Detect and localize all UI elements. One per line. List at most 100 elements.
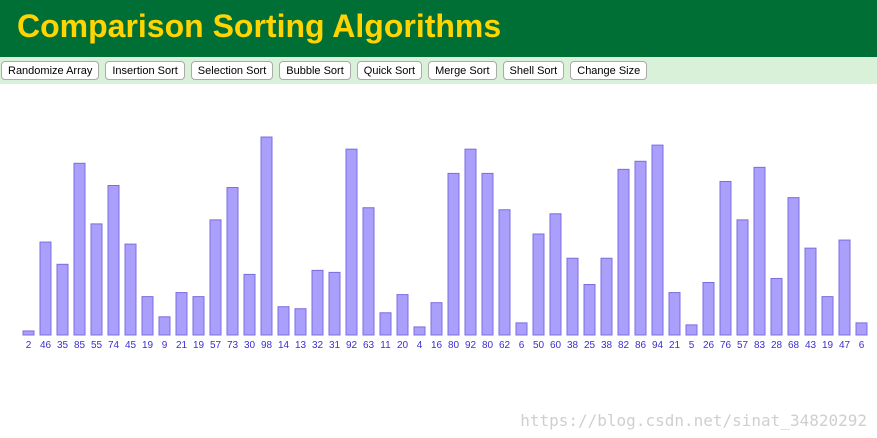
bar-label: 6 bbox=[519, 340, 525, 351]
bar-label: 2 bbox=[26, 340, 32, 351]
bar-label: 55 bbox=[91, 340, 103, 351]
bar-label: 14 bbox=[278, 340, 290, 351]
bar-label: 92 bbox=[465, 340, 477, 351]
array-bar bbox=[124, 243, 137, 336]
array-bar bbox=[73, 162, 86, 336]
bar-label: 86 bbox=[635, 340, 647, 351]
array-bar bbox=[753, 166, 766, 336]
bar-label: 30 bbox=[244, 340, 256, 351]
bar-label: 26 bbox=[703, 340, 715, 351]
array-bar bbox=[804, 247, 817, 336]
array-bar bbox=[855, 322, 868, 336]
bar-label: 76 bbox=[720, 340, 732, 351]
bar-label: 19 bbox=[822, 340, 834, 351]
array-bar bbox=[481, 172, 494, 336]
bar-label: 46 bbox=[40, 340, 52, 351]
bar-label: 94 bbox=[652, 340, 664, 351]
bar-label: 19 bbox=[142, 340, 154, 351]
bar-label: 9 bbox=[162, 340, 168, 351]
array-bar bbox=[192, 296, 205, 336]
button[interactable]: Selection Sort bbox=[190, 61, 274, 80]
bar-label: 45 bbox=[125, 340, 137, 351]
bar-label: 68 bbox=[788, 340, 800, 351]
array-bar bbox=[294, 308, 307, 336]
array-bar bbox=[447, 172, 460, 336]
button[interactable]: Shell Sort bbox=[502, 61, 565, 80]
bar-label: 21 bbox=[669, 340, 681, 351]
array-bar bbox=[583, 284, 596, 336]
array-bar bbox=[175, 292, 188, 336]
bar-label: 98 bbox=[261, 340, 273, 351]
array-bar bbox=[90, 223, 103, 336]
bar-label: 21 bbox=[176, 340, 188, 351]
button[interactable]: Merge Sort bbox=[428, 61, 497, 80]
bar-label: 57 bbox=[737, 340, 749, 351]
button[interactable]: Quick Sort bbox=[356, 61, 423, 80]
array-bar bbox=[634, 160, 647, 336]
bar-label: 62 bbox=[499, 340, 511, 351]
array-bar bbox=[498, 209, 511, 336]
button[interactable]: Randomize Array bbox=[1, 61, 100, 80]
array-bar bbox=[39, 241, 52, 336]
bar-label: 73 bbox=[227, 340, 239, 351]
array-bar bbox=[379, 312, 392, 336]
bar-label: 50 bbox=[533, 340, 545, 351]
array-bar bbox=[277, 306, 290, 336]
bar-label: 38 bbox=[601, 340, 613, 351]
array-bar bbox=[549, 213, 562, 336]
array-bar bbox=[736, 219, 749, 336]
array-bar bbox=[362, 207, 375, 336]
bar-label: 38 bbox=[567, 340, 579, 351]
bar-label: 82 bbox=[618, 340, 630, 351]
bar-label: 43 bbox=[805, 340, 817, 351]
array-bar bbox=[345, 148, 358, 336]
array-bar bbox=[226, 187, 239, 336]
bar-label: 16 bbox=[431, 340, 443, 351]
array-bar bbox=[464, 148, 477, 336]
bar-label: 92 bbox=[346, 340, 358, 351]
array-bar bbox=[209, 219, 222, 336]
array-bar bbox=[413, 326, 426, 336]
array-bar bbox=[243, 273, 256, 336]
array-bar bbox=[311, 269, 324, 336]
array-bar bbox=[651, 144, 664, 336]
bar-label: 4 bbox=[417, 340, 423, 351]
title: Comparison Sorting Algorithms bbox=[17, 8, 502, 44]
array-bar bbox=[685, 324, 698, 336]
button[interactable]: Insertion Sort bbox=[105, 61, 185, 80]
bar-label: 5 bbox=[689, 340, 695, 351]
bar-label: 31 bbox=[329, 340, 341, 351]
bar-label: 47 bbox=[839, 340, 851, 351]
array-bar bbox=[56, 263, 69, 336]
bar-label: 35 bbox=[57, 340, 69, 351]
array-view: 2 46 35 85 55 74 45 19 9 21 19 57 73 30 98 14 13 32 31 92 63… bbox=[22, 136, 868, 351]
array-bar bbox=[617, 168, 630, 336]
array-bar bbox=[328, 271, 341, 336]
array-bar bbox=[787, 197, 800, 336]
array-bar bbox=[821, 296, 834, 336]
bar-label: 63 bbox=[363, 340, 375, 351]
array-bar bbox=[515, 322, 528, 336]
bar-label: 6 bbox=[859, 340, 865, 351]
bar-label: 74 bbox=[108, 340, 120, 351]
bar-label: 28 bbox=[771, 340, 783, 351]
array-bar bbox=[22, 330, 35, 336]
button[interactable]: Change Size bbox=[570, 61, 648, 80]
array-bar bbox=[668, 292, 681, 336]
array-bar bbox=[158, 316, 171, 336]
array-bar bbox=[260, 136, 273, 336]
button[interactable]: Bubble Sort bbox=[279, 61, 351, 80]
bar-label: 11 bbox=[380, 340, 391, 351]
array-bar bbox=[141, 296, 154, 336]
header: Comparison Sorting Algorithms bbox=[0, 0, 877, 57]
bar-label: 32 bbox=[312, 340, 324, 351]
bar-label: 19 bbox=[193, 340, 205, 351]
array-bar bbox=[770, 277, 783, 336]
toolbar: Randomize Array Insertion Sort Selection… bbox=[0, 57, 877, 84]
array-bar bbox=[719, 180, 732, 336]
array-bar bbox=[532, 233, 545, 336]
bar-label: 60 bbox=[550, 340, 562, 351]
bar-label: 80 bbox=[482, 340, 494, 351]
array-bar bbox=[838, 239, 851, 336]
